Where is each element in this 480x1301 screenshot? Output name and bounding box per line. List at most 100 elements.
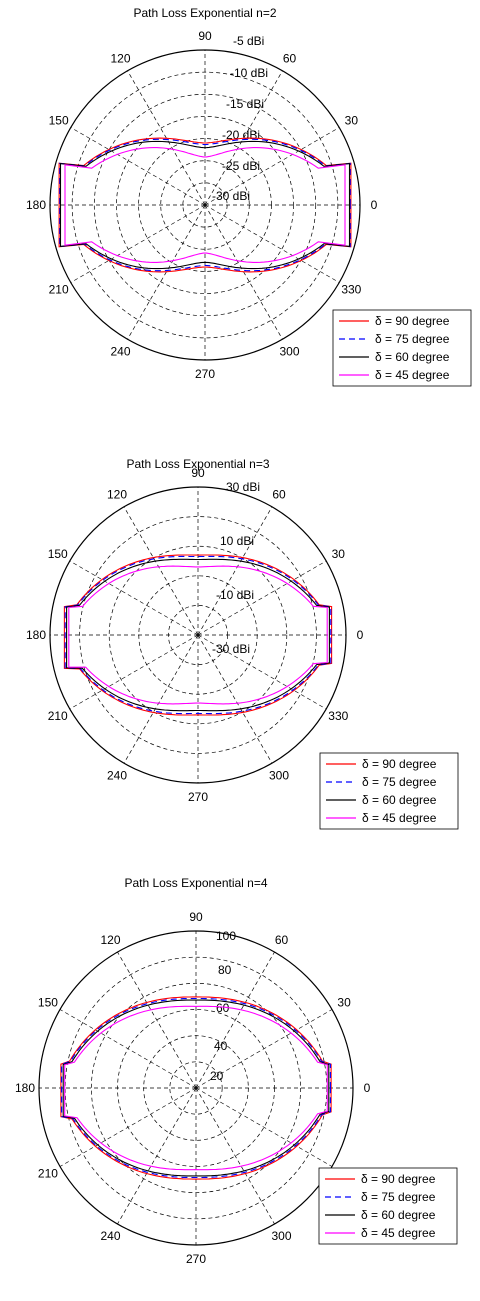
grid-spoke [69,560,199,636]
radial-tick-label: -15 dBi [226,97,264,111]
legend-entry-label: δ = 45 degree [361,1226,436,1240]
chart-title: Path Loss Exponential n=2 [133,6,276,20]
grid-spoke [123,634,199,764]
angle-tick-label: 180 [26,198,46,212]
grid-ring [90,982,302,1194]
legend-entry-label: δ = 60 degree [375,350,450,364]
legend-entry-label: δ = 75 degree [361,1190,436,1204]
angle-tick-label: 300 [271,1229,291,1243]
chart-title: Path Loss Exponential n=4 [124,876,267,890]
angle-tick-label: 120 [100,933,120,947]
polar-plot-svg: Path Loss Exponential n=3 0 30 60 90 120 150 18… [26,457,459,830]
grid-spoke [197,634,273,764]
radial-tick-label: 30 dBi [226,480,260,494]
polar-plot-svg: Path Loss Exponential n=4 0 30 60 90 120 150 18… [15,876,458,1266]
legend-entry-label: δ = 45 degree [362,811,437,825]
grid-spoke [197,560,327,636]
legend-box [318,1167,458,1245]
chart-title: Path Loss Exponential n=3 [126,457,269,471]
angle-tick-label: 120 [107,488,127,502]
series-line-0 [58,137,352,273]
grid-spoke [204,204,340,283]
radial-tick-label: 100 [216,929,236,943]
radial-tick-label: -5 dBi [233,34,264,48]
series-line-1 [61,997,331,1179]
angle-tick-label: 300 [269,768,289,782]
radial-tick-label: -30 dBi [212,189,250,203]
angle-tick-label: 240 [110,344,130,358]
angle-tick-label: 90 [189,910,203,924]
grid-spoke [204,127,340,206]
radial-tick-label: -25 dBi [222,159,260,173]
angle-tick-label: 30 [337,996,351,1010]
angle-tick-label: 180 [26,628,46,642]
grid-ring [116,116,294,294]
radial-tick-label: 80 [218,963,232,977]
series-line-1 [64,555,332,715]
legend-entry-label: δ = 90 degree [361,1172,436,1186]
legend-entry-label: δ = 75 degree [375,332,450,346]
angle-tick-label: 270 [188,790,208,804]
angle-tick-label: 60 [283,52,297,66]
grid-spoke [117,951,197,1089]
angle-tick-label: 330 [341,283,361,297]
grid-spoke [197,634,327,710]
legend-entry-label: δ = 60 degree [361,1208,436,1222]
angle-tick-label: 210 [38,1167,58,1181]
angle-tick-label: 240 [100,1229,120,1243]
angle-tick-label: 30 [345,114,359,128]
angle-tick-label: 240 [107,768,127,782]
series-line-0 [63,554,333,716]
series-line-1 [59,138,351,272]
grid-spoke [195,1087,333,1167]
angle-tick-label: 0 [357,628,364,642]
grid-spoke [59,1087,197,1167]
angle-tick-label: 300 [279,344,299,358]
radial-tick-label: -30 dBi [212,642,250,656]
angle-tick-label: 150 [49,114,69,128]
angle-tick-label: 90 [191,466,205,480]
legend-entry-label: δ = 90 degree [375,314,450,328]
legend-entry-label: δ = 60 degree [362,793,437,807]
grid-spoke [70,204,206,283]
radial-tick-label: 20 [210,1069,224,1083]
grid-ring [71,71,339,339]
angle-tick-label: 210 [48,709,68,723]
grid-spoke [59,1009,197,1089]
angle-tick-label: 270 [186,1252,206,1266]
angle-tick-label: 30 [332,547,346,561]
angle-tick-label: 180 [15,1081,35,1095]
polar-chart-n2: Path Loss Exponential n=2 0 30 60 90 120 150 18… [0,0,480,430]
angle-tick-label: 0 [371,198,378,212]
series-line-0 [60,996,332,1180]
legend-entry-label: δ = 75 degree [362,775,437,789]
angle-tick-label: 330 [328,709,348,723]
angle-tick-label: 150 [48,547,68,561]
grid-spoke [195,1087,275,1225]
grid-ring [108,545,288,725]
angle-tick-label: 0 [364,1081,371,1095]
radial-tick-label: -10 dBi [230,66,268,80]
polar-chart-n4: Path Loss Exponential n=4 0 30 60 90 120 150 18… [0,870,480,1300]
legend-box [319,752,459,830]
grid-spoke [195,1009,333,1089]
grid-spoke [195,951,275,1089]
grid-spoke [123,506,199,636]
series-line-2 [66,558,330,712]
grid-spoke [117,1087,197,1225]
polar-plot-svg: Path Loss Exponential n=2 0 30 60 90 120 150 18… [26,6,472,387]
grid-ring [93,93,317,317]
legend-entry-label: δ = 45 degree [375,368,450,382]
radial-tick-label: -10 dBi [216,588,254,602]
radial-tick-label: 10 dBi [220,534,254,548]
series-line-3 [64,147,346,263]
grid-spoke [197,506,273,636]
series-line-3 [68,565,328,705]
series-line-2 [62,999,330,1177]
series-line-3 [64,1005,328,1171]
angle-tick-label: 270 [195,367,215,381]
angle-tick-label: 210 [49,283,69,297]
angle-tick-label: 60 [272,488,286,502]
radial-tick-label: 40 [214,1039,228,1053]
angle-tick-label: 90 [198,29,212,43]
